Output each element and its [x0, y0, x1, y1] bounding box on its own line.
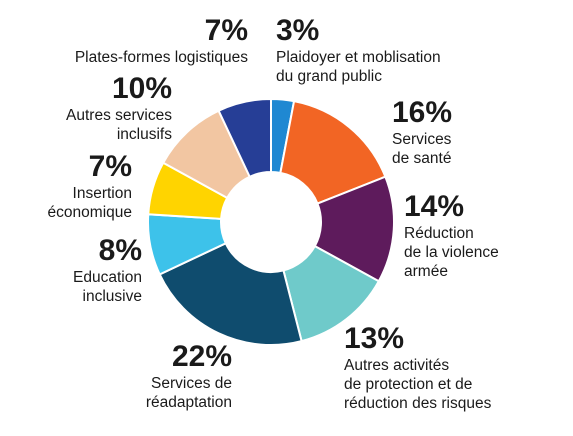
category-label: Services de santé	[392, 131, 452, 167]
slice-label: 10% Autres services inclusifs	[66, 72, 172, 144]
category-label: Autres services inclusifs	[66, 107, 172, 143]
category-label: Autres activités de protection et de réd…	[344, 357, 492, 412]
value-label: 16%	[392, 96, 453, 129]
slice-label: 7% Insertion économique	[48, 150, 132, 222]
slice-label: 22% Services de réadaptation	[146, 340, 232, 412]
value-label: 7%	[204, 14, 248, 47]
category-label: Services de réadaptation	[145, 375, 232, 411]
category-label: Insertion économique	[47, 185, 132, 221]
slice-label: 13% Autres activités de protection et de …	[344, 322, 491, 413]
category-label: Education inclusive	[73, 269, 142, 305]
category-label: Plates-formes logistiques	[74, 49, 248, 66]
slice	[158, 241, 303, 346]
value-label: 13%	[344, 322, 405, 355]
value-label: 8%	[98, 234, 142, 267]
category-label: Réduction de la violence armée	[404, 225, 499, 280]
value-label: 14%	[404, 190, 465, 223]
slice-label: 14% Réduction de la violence armée	[404, 190, 499, 281]
category-label: Plaidoyer et moblisation du grand public	[276, 49, 441, 85]
slice-label: 7% Plates-formes logistiques	[75, 14, 248, 67]
slice-label: 3% Plaidoyer et moblisation du grand publ…	[276, 14, 441, 86]
slice-label: 16% Services de santé	[392, 96, 452, 168]
value-label: 7%	[88, 150, 132, 183]
value-label: 3%	[276, 14, 320, 47]
slice	[279, 100, 387, 205]
slice-label: 8% Education inclusive	[73, 234, 142, 306]
value-label: 10%	[111, 72, 172, 105]
slice	[217, 97, 272, 179]
value-label: 22%	[171, 340, 232, 373]
